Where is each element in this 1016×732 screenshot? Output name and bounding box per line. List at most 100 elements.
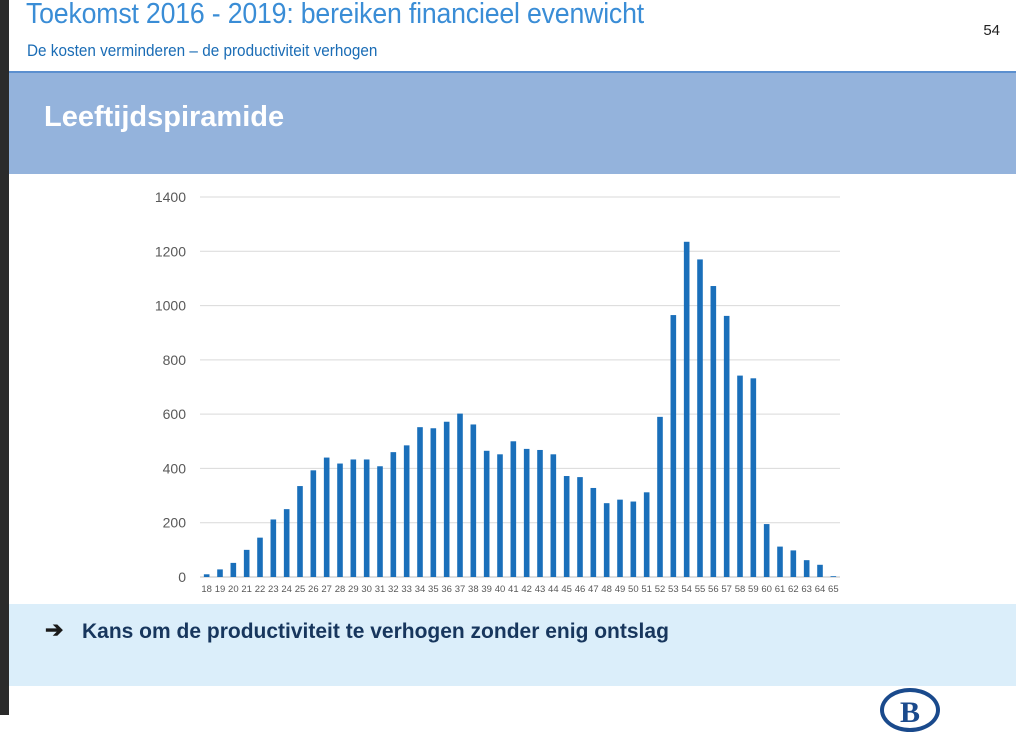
x-tick-label: 28 [335, 584, 346, 595]
x-tick-label: 61 [775, 584, 786, 595]
x-tick-label: 21 [241, 584, 252, 595]
bar-age-55 [697, 259, 703, 577]
nmbs-logo: B [880, 688, 940, 732]
header-divider [9, 71, 1016, 73]
x-tick-label: 63 [801, 584, 812, 595]
x-tick-label: 32 [388, 584, 399, 595]
x-tick-label: 43 [535, 584, 546, 595]
x-tick-label: 25 [295, 584, 306, 595]
bar-age-26 [310, 470, 317, 577]
x-tick-label: 58 [735, 584, 746, 595]
bar-age-58 [737, 375, 743, 577]
bar-age-24 [283, 509, 290, 577]
slide-subtitle: De kosten verminderen – de productivitei… [27, 41, 378, 60]
bar-age-60 [763, 524, 770, 577]
bar-age-61 [777, 546, 783, 577]
x-tick-label: 59 [748, 584, 759, 595]
bar-age-45 [563, 476, 570, 577]
x-tick-label: 23 [268, 584, 279, 595]
x-tick-label: 46 [575, 584, 586, 595]
y-tick-label: 600 [163, 406, 187, 422]
bar-age-49 [617, 499, 623, 577]
bar-age-59 [750, 378, 757, 577]
bar-age-65 [830, 576, 837, 577]
bar-age-31 [377, 466, 383, 577]
bar-age-20 [230, 562, 237, 577]
x-tick-label: 24 [281, 584, 292, 595]
bar-age-25 [297, 486, 303, 577]
slide-title: Toekomst 2016 - 2019: bereiken financiee… [26, 0, 644, 30]
bar-age-30 [363, 459, 370, 577]
x-tick-label: 35 [428, 584, 439, 595]
bar-age-42 [523, 448, 530, 577]
x-tick-label: 48 [601, 584, 612, 595]
arrow-right-icon: ➔ [45, 617, 64, 642]
x-tick-label: 56 [708, 584, 719, 595]
page-number: 54 [983, 22, 1000, 39]
bar-age-40 [497, 454, 503, 577]
bar-age-52 [657, 416, 663, 577]
bar-age-37 [457, 413, 463, 577]
bar-age-19 [217, 569, 223, 577]
x-tick-label: 38 [468, 584, 479, 595]
y-tick-label: 0 [178, 569, 186, 585]
bar-age-35 [430, 428, 437, 577]
x-tick-label: 26 [308, 584, 319, 595]
bar-age-54 [683, 241, 690, 577]
x-tick-label: 40 [495, 584, 506, 595]
y-tick-label: 1400 [155, 189, 186, 205]
x-tick-label: 65 [828, 584, 839, 595]
x-tick-label: 44 [548, 584, 559, 595]
bar-age-56 [710, 286, 717, 577]
bar-age-22 [257, 537, 263, 577]
bar-age-18 [203, 574, 210, 577]
x-tick-label: 36 [441, 584, 452, 595]
bar-age-47 [590, 487, 597, 577]
bar-age-34 [417, 427, 423, 577]
bar-age-46 [577, 477, 583, 577]
y-tick-label: 800 [163, 352, 187, 368]
x-tick-label: 29 [348, 584, 359, 595]
y-tick-label: 200 [163, 515, 187, 531]
x-tick-label: 20 [228, 584, 239, 595]
x-tick-label: 45 [561, 584, 572, 595]
bar-age-33 [403, 445, 410, 577]
y-tick-label: 1200 [155, 243, 186, 259]
x-tick-label: 30 [361, 584, 372, 595]
x-tick-label: 39 [481, 584, 492, 595]
section-title: Leeftijdspiramide [44, 101, 285, 133]
y-tick-label: 1000 [155, 298, 186, 314]
bar-age-38 [470, 424, 477, 577]
x-tick-label: 53 [668, 584, 679, 595]
x-tick-label: 52 [655, 584, 666, 595]
bar-age-43 [537, 449, 543, 577]
bar-age-44 [550, 454, 557, 577]
bar-age-48 [603, 503, 610, 577]
x-tick-label: 50 [628, 584, 639, 595]
bar-age-57 [723, 315, 730, 577]
x-tick-label: 27 [321, 584, 332, 595]
bar-age-53 [670, 315, 677, 577]
x-tick-label: 60 [761, 584, 772, 595]
x-tick-label: 33 [401, 584, 412, 595]
bar-age-63 [803, 560, 810, 577]
bar-age-23 [270, 519, 277, 577]
x-tick-label: 51 [641, 584, 652, 595]
bar-age-50 [630, 501, 637, 577]
bar-age-27 [323, 457, 330, 577]
window-edge [0, 0, 9, 715]
x-tick-label: 19 [215, 584, 226, 595]
x-tick-label: 18 [201, 584, 212, 595]
x-tick-label: 41 [508, 584, 519, 595]
x-tick-label: 62 [788, 584, 799, 595]
bar-age-62 [790, 550, 797, 577]
x-tick-label: 64 [815, 584, 826, 595]
bar-age-39 [483, 450, 490, 577]
x-tick-label: 49 [615, 584, 626, 595]
bar-age-64 [817, 564, 823, 577]
bar-age-29 [350, 459, 357, 577]
conclusion-box: ➔ Kans om de productiviteit te verhogen … [9, 604, 1016, 686]
slide-header: Toekomst 2016 - 2019: bereiken financiee… [9, 0, 1016, 72]
x-tick-label: 34 [415, 584, 426, 595]
